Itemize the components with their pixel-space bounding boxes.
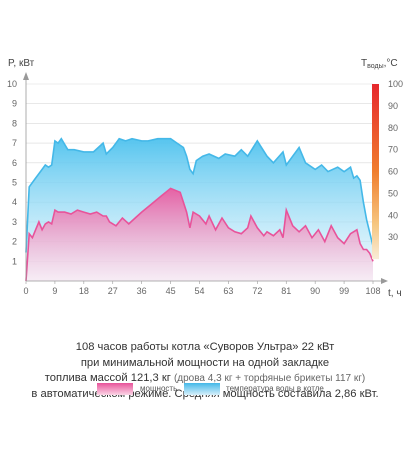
y-left-tick-label: 9 (12, 99, 17, 109)
x-tick-label: 27 (108, 286, 118, 296)
power-line (25, 187, 374, 282)
x-axis-arrow (381, 278, 388, 284)
x-tick-label: 99 (339, 286, 349, 296)
y-left-tick-label: 1 (12, 256, 17, 266)
temperature-color-scale (372, 84, 379, 260)
left-axis: 1 2 3 4 5 6 7 8 9 10 (7, 72, 29, 281)
y-left-tick-label: 2 (12, 237, 17, 247)
x-tick-label: 0 (23, 286, 28, 296)
y-right-tick-label: 70 (388, 145, 398, 155)
x-tick-label: 36 (137, 286, 147, 296)
y-left-tick-label: 3 (12, 217, 17, 227)
y-right-tick-label: 60 (388, 167, 398, 177)
y-right-axis-title-main: T (361, 58, 367, 69)
y-left-tick-label: 8 (12, 118, 17, 128)
legend-swatch-temperature (184, 383, 220, 395)
temperature-line (25, 137, 374, 253)
y-right-tick-label: 40 (388, 210, 398, 220)
y-right-axis-title-unit: ,°C (384, 58, 398, 69)
caption-line-3-sub: (дрова 4,3 кг + торфяные брикеты 117 кг) (173, 373, 366, 384)
x-tick-label: 54 (194, 286, 204, 296)
y-left-tick-label: 5 (12, 178, 17, 188)
y-right-tick-label: 90 (388, 101, 398, 111)
x-tick-label: 45 (166, 286, 176, 296)
y-right-tick-label: 80 (388, 123, 398, 133)
y-right-tick-label: 100 (388, 79, 403, 89)
y-left-tick-label: 6 (12, 158, 17, 168)
x-tick-label: 9 (52, 286, 57, 296)
y-left-tick-label: 4 (12, 197, 17, 207)
x-tick-label: 63 (223, 286, 233, 296)
caption-line-1: 108 часов работы котла «Суворов Ультра» … (75, 341, 335, 353)
legend-swatch-power (97, 383, 133, 395)
bottom-axis: 0 9 18 27 36 45 54 63 72 81 90 99 108 (23, 278, 388, 296)
caption-line-3: топлива массой 121,3 кг (дрова 4,3 кг + … (0, 371, 410, 387)
y-right-axis-title-sub: воды (367, 63, 384, 70)
y-left-tick-label: 10 (7, 79, 17, 89)
x-tick-label: 90 (310, 286, 320, 296)
right-axis: 30 40 50 60 70 80 90 100 (372, 79, 403, 260)
y-right-axis-title: Tводы,°C (361, 58, 398, 70)
x-tick-label: 108 (365, 286, 380, 296)
caption-line-2: при минимальной мощности на одной заклад… (80, 356, 330, 369)
y-left-axis-arrow (23, 72, 29, 80)
y-left-tick-label: 7 (12, 138, 17, 148)
caption-line-3-main: топлива массой 121,3 кг (44, 372, 171, 384)
legend-label-temperature: температура воды в котле (226, 384, 324, 393)
x-tick-label: 18 (79, 286, 89, 296)
x-axis-unit-label: t, ч (388, 288, 402, 299)
y-left-axis-title: P, кВт (8, 58, 35, 69)
legend-label-power: мощность (140, 384, 178, 393)
chart-caption: 108 часов работы котла «Суворов Ультра» … (0, 340, 410, 402)
y-right-tick-label: 50 (388, 188, 398, 198)
y-right-tick-label: 30 (388, 232, 398, 242)
x-tick-label: 81 (281, 286, 291, 296)
x-tick-label: 72 (252, 286, 262, 296)
